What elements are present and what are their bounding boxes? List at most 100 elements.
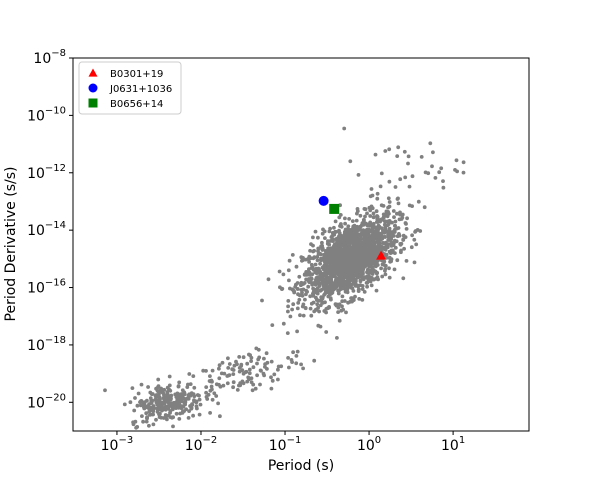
pulsar-point — [335, 255, 340, 260]
pulsar-point — [336, 310, 340, 314]
pulsar-point — [287, 258, 292, 263]
pulsar-point — [287, 365, 291, 370]
pulsar-point — [379, 171, 384, 176]
pulsar-point — [362, 260, 367, 264]
pulsar-point — [430, 164, 434, 169]
pulsar-point — [138, 403, 143, 408]
pulsar-point — [377, 224, 382, 229]
pulsar-point — [351, 297, 356, 301]
pulsar-point — [297, 297, 302, 302]
pulsar-point — [140, 414, 144, 418]
pulsar-point — [245, 379, 250, 384]
pulsar-point — [406, 161, 410, 166]
pulsar-point — [386, 220, 391, 225]
pulsar-point — [375, 217, 380, 222]
pulsar-point — [402, 246, 406, 251]
pulsar-point — [217, 363, 222, 368]
pulsar-point — [261, 371, 266, 376]
pulsar-point — [197, 412, 202, 417]
pulsar-point — [303, 306, 308, 310]
pulsar-point — [253, 386, 258, 391]
pulsar-point — [337, 288, 341, 293]
pulsar-point — [305, 289, 309, 294]
pulsar-point — [416, 199, 421, 204]
pulsar-point — [131, 422, 136, 427]
pulsar-point — [309, 313, 314, 318]
pulsar-point — [433, 176, 438, 180]
pulsar-point — [415, 228, 420, 232]
pulsar-point — [359, 233, 363, 237]
pulsar-point — [308, 306, 313, 311]
pulsar-point — [340, 261, 345, 265]
pulsar-point — [371, 211, 376, 216]
pulsar-point — [257, 355, 262, 360]
pulsar-point — [409, 245, 414, 250]
pulsar-point — [336, 305, 341, 310]
pulsar-point — [208, 374, 212, 378]
pulsar-point — [209, 378, 214, 383]
pulsar-point — [289, 358, 294, 362]
pulsar-point — [387, 204, 392, 209]
pulsar-point — [359, 259, 363, 263]
pulsar-point — [288, 314, 293, 319]
pulsar-point — [370, 206, 375, 211]
pulsar-point — [214, 394, 219, 398]
pulsar-point — [392, 215, 396, 220]
pulsar-point — [311, 249, 315, 254]
pulsar-point — [380, 248, 384, 253]
pulsar-point — [307, 280, 312, 285]
pulsar-point — [264, 351, 269, 356]
pulsar-point — [404, 227, 409, 231]
pulsar-point — [361, 277, 366, 282]
pulsar-point — [136, 391, 141, 396]
pulsar-point — [426, 171, 431, 176]
pulsar-point — [404, 222, 408, 226]
pulsar-point — [441, 179, 445, 184]
pulsar-point — [349, 228, 353, 232]
pulsar-point — [379, 266, 383, 271]
pulsar-point — [315, 275, 320, 280]
pulsar-point — [393, 224, 397, 228]
pulsar-point — [342, 267, 346, 272]
pulsar-point — [294, 264, 299, 269]
pulsar-point — [311, 267, 316, 272]
pulsar-point — [339, 308, 344, 313]
pulsar-point — [295, 329, 299, 334]
pulsar-point — [178, 411, 183, 416]
y-tick-label: 10−10 — [27, 105, 66, 124]
pulsar-point — [383, 248, 388, 252]
pulsar-point — [138, 399, 143, 404]
pulsar-point — [135, 425, 140, 429]
pulsar-point — [330, 290, 334, 294]
pulsar-point — [375, 220, 379, 224]
pulsar-point — [318, 261, 322, 266]
pulsar-point — [180, 388, 185, 393]
pulsar-point — [363, 207, 368, 212]
pulsar-point — [357, 267, 361, 272]
pulsar-point — [348, 232, 353, 237]
pulsar-point — [372, 230, 377, 234]
pulsar-point — [396, 145, 401, 150]
pulsar-point — [360, 287, 365, 291]
pulsar-point — [130, 386, 135, 390]
pulsar-point — [385, 210, 389, 215]
pulsar-point — [151, 412, 156, 417]
pulsar-point — [132, 408, 137, 413]
pulsar-point — [320, 275, 325, 280]
pulsar-point — [390, 234, 394, 239]
pulsar-point — [177, 417, 182, 421]
pulsar-point — [318, 303, 323, 308]
pulsar-point — [398, 177, 403, 182]
pulsar-point — [329, 297, 333, 302]
pulsar-point — [365, 270, 369, 275]
pulsar-point — [404, 259, 409, 263]
pulsar-point — [144, 419, 149, 424]
pulsar-point — [337, 318, 342, 323]
pulsar-point — [237, 366, 242, 370]
pulsar-point — [286, 309, 290, 314]
pulsar-point — [187, 392, 192, 397]
pulsar-point — [344, 310, 348, 315]
pulsar-point — [340, 274, 345, 279]
pulsar-point — [247, 367, 252, 372]
